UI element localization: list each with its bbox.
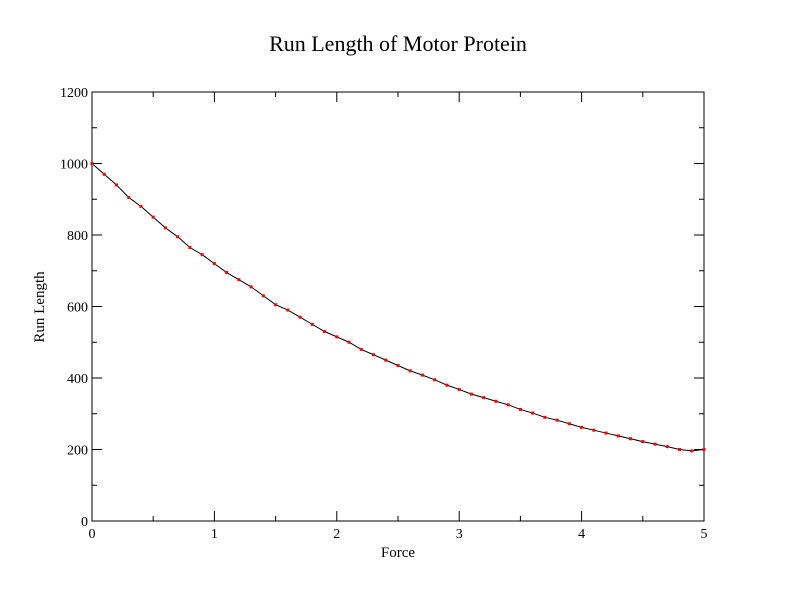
data-point: [396, 363, 400, 367]
data-point: [225, 271, 229, 275]
data-point: [359, 347, 363, 351]
plot-frame: [91, 91, 705, 522]
data-point: [261, 294, 265, 298]
data-point: [690, 449, 694, 453]
data-point: [114, 183, 118, 187]
data-point: [249, 285, 253, 289]
data-point: [176, 235, 180, 239]
y-tick-label: 1000: [60, 158, 88, 173]
data-point: [543, 415, 547, 419]
data-point: [200, 253, 204, 257]
x-tick-label: 2: [333, 527, 340, 542]
chart-title: Run Length of Motor Protein: [269, 31, 527, 56]
data-point: [127, 195, 131, 199]
x-tick-label: 0: [89, 527, 96, 542]
data-point: [237, 278, 241, 282]
y-axis-label: Run Length: [32, 271, 48, 343]
data-point: [469, 392, 473, 396]
data-point: [482, 396, 486, 400]
data-point: [445, 383, 449, 387]
x-tick-label: 3: [456, 527, 463, 542]
data-point: [188, 246, 192, 250]
data-point: [702, 448, 706, 451]
x-tick-label: 1: [211, 527, 218, 542]
data-point: [335, 335, 339, 339]
x-tick-label: 4: [578, 527, 585, 542]
data-point: [653, 442, 657, 446]
data-point: [274, 303, 278, 307]
data-point: [323, 330, 327, 334]
plot-area: [91, 91, 705, 522]
data-point: [102, 172, 106, 176]
data-point: [567, 422, 571, 426]
data-point: [372, 353, 376, 357]
data-point: [384, 358, 388, 362]
data-point: [298, 315, 302, 319]
y-tick-label: 1200: [60, 86, 88, 101]
data-point: [163, 226, 167, 230]
data-point: [212, 262, 216, 266]
data-point: [580, 425, 584, 429]
data-point: [90, 162, 94, 165]
y-tick-label: 800: [67, 229, 88, 244]
data-point: [555, 418, 559, 422]
x-axis-label: Force: [381, 545, 415, 561]
data-point: [347, 340, 351, 344]
data-point: [629, 437, 633, 441]
data-point: [506, 403, 510, 407]
data-point: [457, 387, 461, 391]
y-tick-label: 400: [67, 372, 88, 387]
data-point: [408, 369, 412, 373]
data-point: [531, 411, 535, 415]
data-point: [678, 448, 682, 451]
data-point: [420, 373, 424, 377]
data-point: [641, 440, 645, 444]
data-point: [616, 434, 620, 438]
data-point: [139, 204, 143, 208]
series-markers: [90, 162, 706, 453]
y-tick-label: 0: [81, 515, 88, 530]
data-point: [494, 399, 498, 403]
y-tick-label: 600: [67, 301, 88, 316]
data-point: [518, 407, 522, 411]
data-point: [604, 431, 608, 435]
data-point: [310, 322, 314, 326]
y-axis: 0 200 400 600 800 1000 1200: [60, 86, 704, 530]
data-point: [592, 428, 596, 432]
data-point: [665, 445, 669, 449]
x-tick-label: 5: [701, 527, 708, 542]
y-tick-label: 200: [67, 444, 88, 459]
data-point: [286, 308, 290, 312]
data-point: [433, 378, 437, 382]
x-axis: 0 1 2 3 4 5: [89, 92, 708, 542]
data-point: [151, 215, 155, 219]
